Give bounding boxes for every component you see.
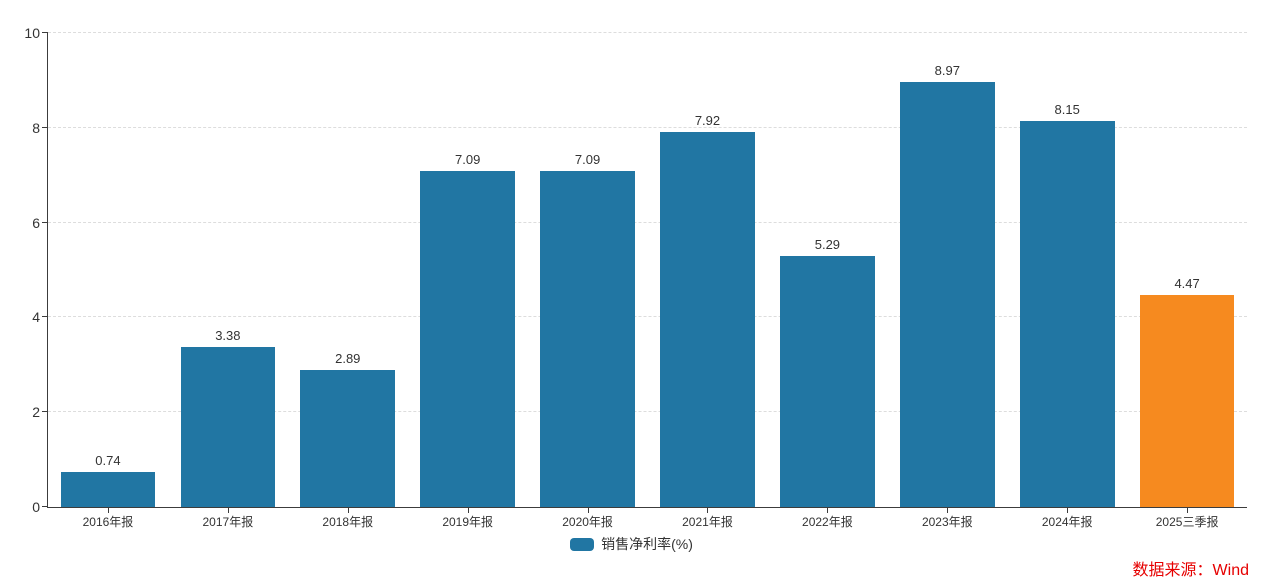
bar-series: 0.74 2016年报 3.38 2017年报 2.89 2018年报 7.09 2019年报… [48, 33, 1247, 529]
x-axis-tick-2025三季报 [1187, 507, 1189, 513]
bar-slot-2018年报: 2.89 2018年报 [288, 33, 408, 529]
bar-2021年报: 7.92 [660, 113, 755, 507]
bar-value-label-2018年报: 2.89 [335, 351, 361, 367]
y-axis-label-6: 6 [32, 214, 40, 231]
y-axis-tick-4 [42, 316, 48, 318]
gridline-y-2 [48, 411, 1247, 413]
x-axis-label-2019年报: 2019年报 [442, 515, 494, 529]
bar-value-label-2017年报: 3.38 [215, 327, 241, 343]
bar-slot-2017年报: 3.38 2017年报 [168, 33, 288, 529]
y-axis-label-0: 0 [32, 499, 40, 515]
y-axis-label-8: 8 [32, 119, 40, 136]
x-axis-tick-2016年报 [107, 507, 109, 513]
x-axis-label-2022年报: 2022年报 [802, 515, 853, 529]
bar-value-label-2016年报: 0.74 [95, 452, 121, 468]
bar-value-label-2022年报: 5.29 [814, 237, 841, 253]
y-axis-tick-10 [42, 32, 48, 33]
gridline-y-10 [48, 32, 1247, 33]
x-axis-tick-2018年报 [347, 507, 349, 513]
bar-slot-2024年报: 8.15 2024年报 [1007, 33, 1127, 529]
bar-value-label-2025三季报: 4.47 [1174, 276, 1200, 292]
legend-swatch-icon [570, 537, 595, 551]
x-axis-label-2016年报: 2016年报 [82, 515, 134, 529]
bar-2025三季报: 4.47 [1139, 276, 1235, 507]
bar-slot-2020年报: 7.09 2020年报 [528, 33, 648, 529]
legend-label: 销售净利率(%) [601, 536, 693, 552]
bar-value-label-2023年报: 8.97 [934, 62, 960, 78]
bar-slot-2023年报: 8.97 2023年报 [887, 33, 1007, 529]
x-axis-tick-2023年报 [947, 507, 949, 513]
y-axis-tick-2 [42, 411, 48, 413]
x-axis-tick-2019年报 [467, 507, 469, 513]
bar-value-label-2020年报: 7.09 [574, 151, 601, 167]
bar-slot-2025三季报: 4.47 2025三季报 [1127, 33, 1247, 529]
bar-2019年报: 7.09 [420, 152, 516, 507]
bar-slot-2016年报: 0.74 2016年报 [48, 33, 168, 529]
bar-slot-2022年报: 5.29 2022年报 [767, 33, 887, 529]
x-axis-label-2025三季报: 2025三季报 [1155, 515, 1219, 529]
bar-2020年报: 7.09 [540, 152, 635, 507]
x-axis-tick-2017年报 [227, 507, 229, 513]
y-axis-tick-0 [42, 506, 48, 507]
x-axis-tick-2022年报 [827, 507, 829, 513]
y-axis-label-10: 10 [24, 25, 40, 41]
x-axis-label-2017年报: 2017年报 [202, 515, 254, 529]
y-axis-label-4: 4 [32, 309, 40, 326]
bar-2016年报: 0.74 [60, 453, 156, 507]
bar-2023年报: 8.97 [899, 63, 995, 507]
bar-2022年报: 5.29 [780, 237, 875, 507]
bar-slot-2021年报: 7.92 2021年报 [648, 33, 768, 529]
bar-value-label-2024年报: 8.15 [1054, 101, 1080, 117]
x-axis-label-2020年报: 2020年报 [562, 515, 613, 529]
x-axis-label-2021年报: 2021年报 [682, 515, 733, 529]
x-axis-label-2024年报: 2024年报 [1041, 515, 1093, 529]
y-axis-tick-6 [42, 221, 48, 223]
legend-item-net-margin[interactable]: 销售净利率(%) [570, 534, 693, 554]
y-axis-tick-8 [42, 126, 48, 128]
x-axis-label-2023年报: 2023年报 [921, 515, 973, 529]
bar-2017年报: 3.38 [180, 328, 276, 507]
gridline-y-6 [48, 221, 1247, 223]
x-axis-tick-2021年报 [707, 507, 709, 513]
gridline-y-8 [48, 126, 1247, 128]
legend: 销售净利率(%) [0, 534, 1263, 554]
bar-value-label-2019年报: 7.09 [455, 151, 481, 167]
x-axis-tick-2024年报 [1067, 507, 1069, 513]
bar-2018年报: 2.89 [300, 351, 396, 507]
bar-slot-2019年报: 7.09 2019年报 [408, 33, 528, 529]
plot-area: 0 2 4 6 8 10 0.74 2016年报 3.38 2017年报 2.89 2018年报 7.… [24, 25, 1247, 529]
bar-2024年报: 8.15 [1019, 102, 1115, 507]
x-axis-tick-2020年报 [587, 507, 589, 513]
data-source-note: 数据来源：Wind [1132, 562, 1249, 579]
x-axis-label-2018年报: 2018年报 [322, 515, 374, 529]
y-axis-label-2: 2 [32, 404, 40, 421]
bar-value-label-2021年报: 7.92 [694, 112, 721, 128]
gridline-y-4 [48, 316, 1247, 318]
